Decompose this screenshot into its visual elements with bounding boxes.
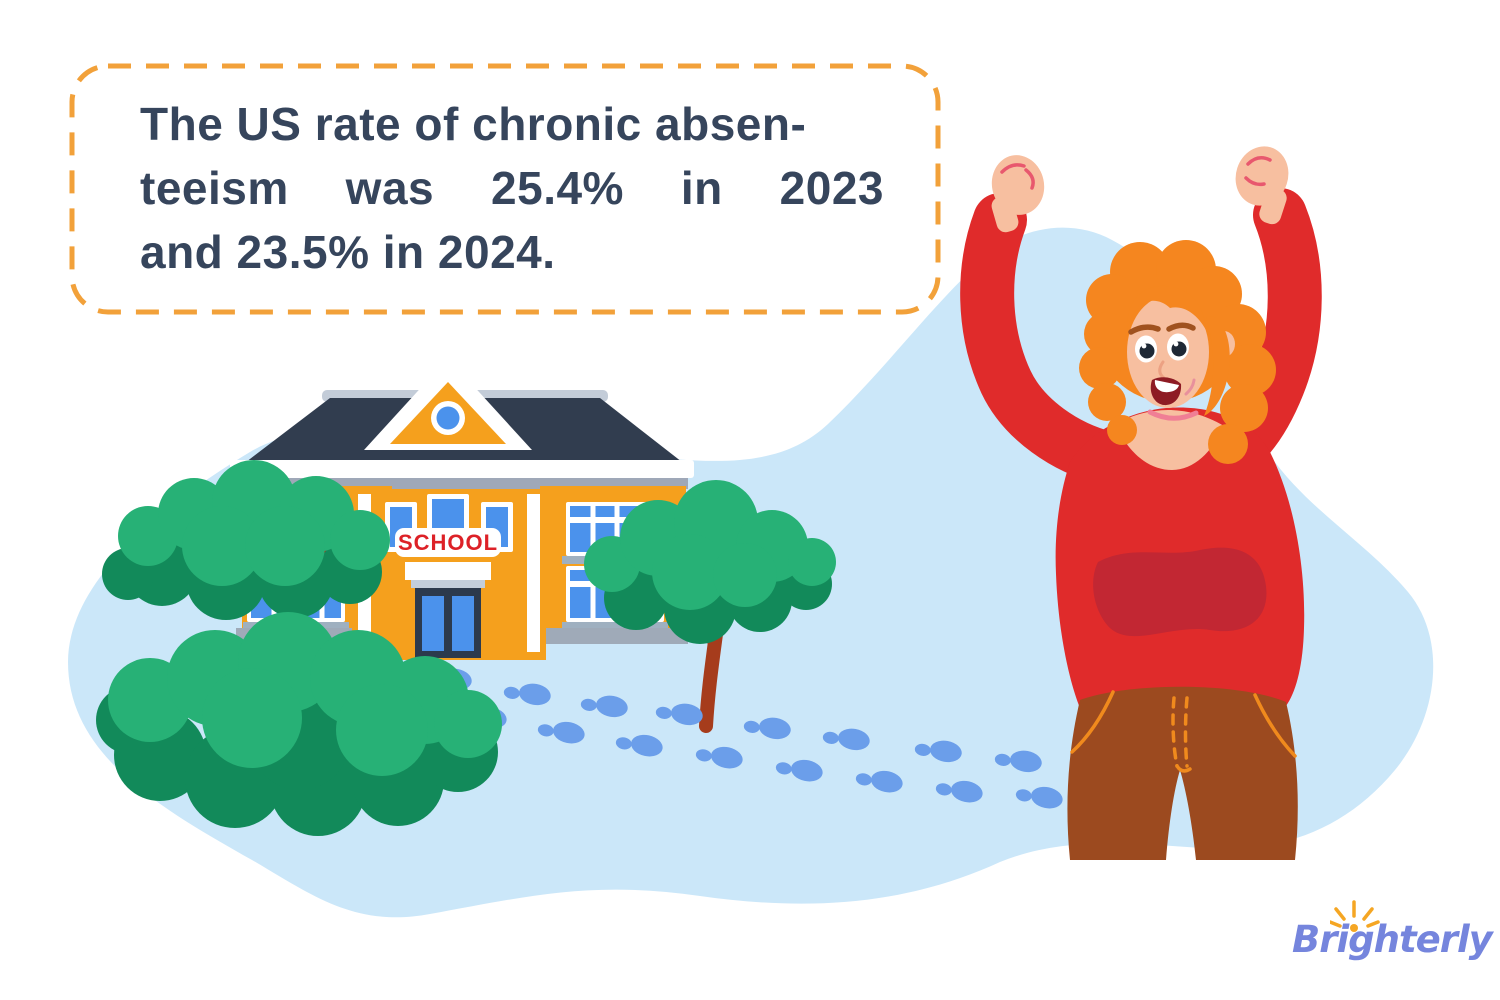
mouth — [1150, 377, 1182, 406]
callout-line-3: and 23.5% in 2024. — [140, 226, 556, 278]
cheek-line — [1184, 378, 1196, 396]
roof-shadow — [236, 478, 688, 489]
fringe — [1127, 285, 1206, 332]
pants-stitching — [1070, 690, 1297, 773]
pediment-window — [436, 406, 460, 430]
eyes — [1135, 333, 1189, 363]
fist-lines — [1000, 156, 1272, 190]
roof-fascia — [230, 460, 694, 478]
school-sign-label: SCHOOL — [398, 530, 498, 555]
sun-rays-icon — [1330, 900, 1380, 932]
school-entrance — [405, 562, 491, 658]
stat-callout: The US rate of chronic absen- teeism was… — [68, 62, 942, 316]
left-arm-sleeve — [960, 193, 1133, 485]
callout-line-1: The US rate of chronic absen- — [140, 98, 807, 150]
tree-right — [584, 480, 836, 733]
neckline-skin — [1116, 410, 1224, 470]
nose-line — [1158, 360, 1166, 380]
door-pane-right — [452, 596, 474, 651]
tower-pilaster-right — [527, 494, 540, 652]
celebrating-woman — [960, 146, 1322, 860]
bush — [96, 612, 502, 836]
hair-front — [1127, 285, 1230, 416]
choker — [1147, 409, 1199, 421]
callout-dashed-border — [69, 63, 941, 315]
pants — [1067, 686, 1298, 860]
callout-text: The US rate of chronic absen- teeism was… — [68, 62, 942, 284]
door-pane-left — [422, 596, 444, 651]
tree-left — [102, 460, 390, 672]
brand-name: Brighterly — [1292, 918, 1493, 961]
side-lock — [1204, 316, 1230, 416]
callout-line-2: teeism was 25.4% in 2023 — [140, 162, 884, 214]
school-sign — [395, 528, 501, 557]
brighterly-logo: Brighterly — [1292, 900, 1493, 988]
sweater-shading — [1093, 547, 1267, 637]
eyebrows — [1128, 322, 1196, 335]
